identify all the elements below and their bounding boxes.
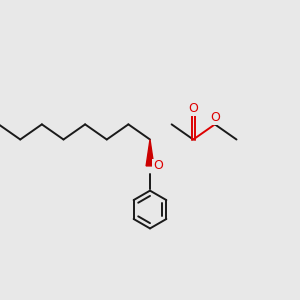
Text: O: O [210, 111, 220, 124]
Polygon shape [146, 140, 154, 166]
Text: O: O [153, 159, 163, 172]
Text: O: O [188, 102, 198, 115]
